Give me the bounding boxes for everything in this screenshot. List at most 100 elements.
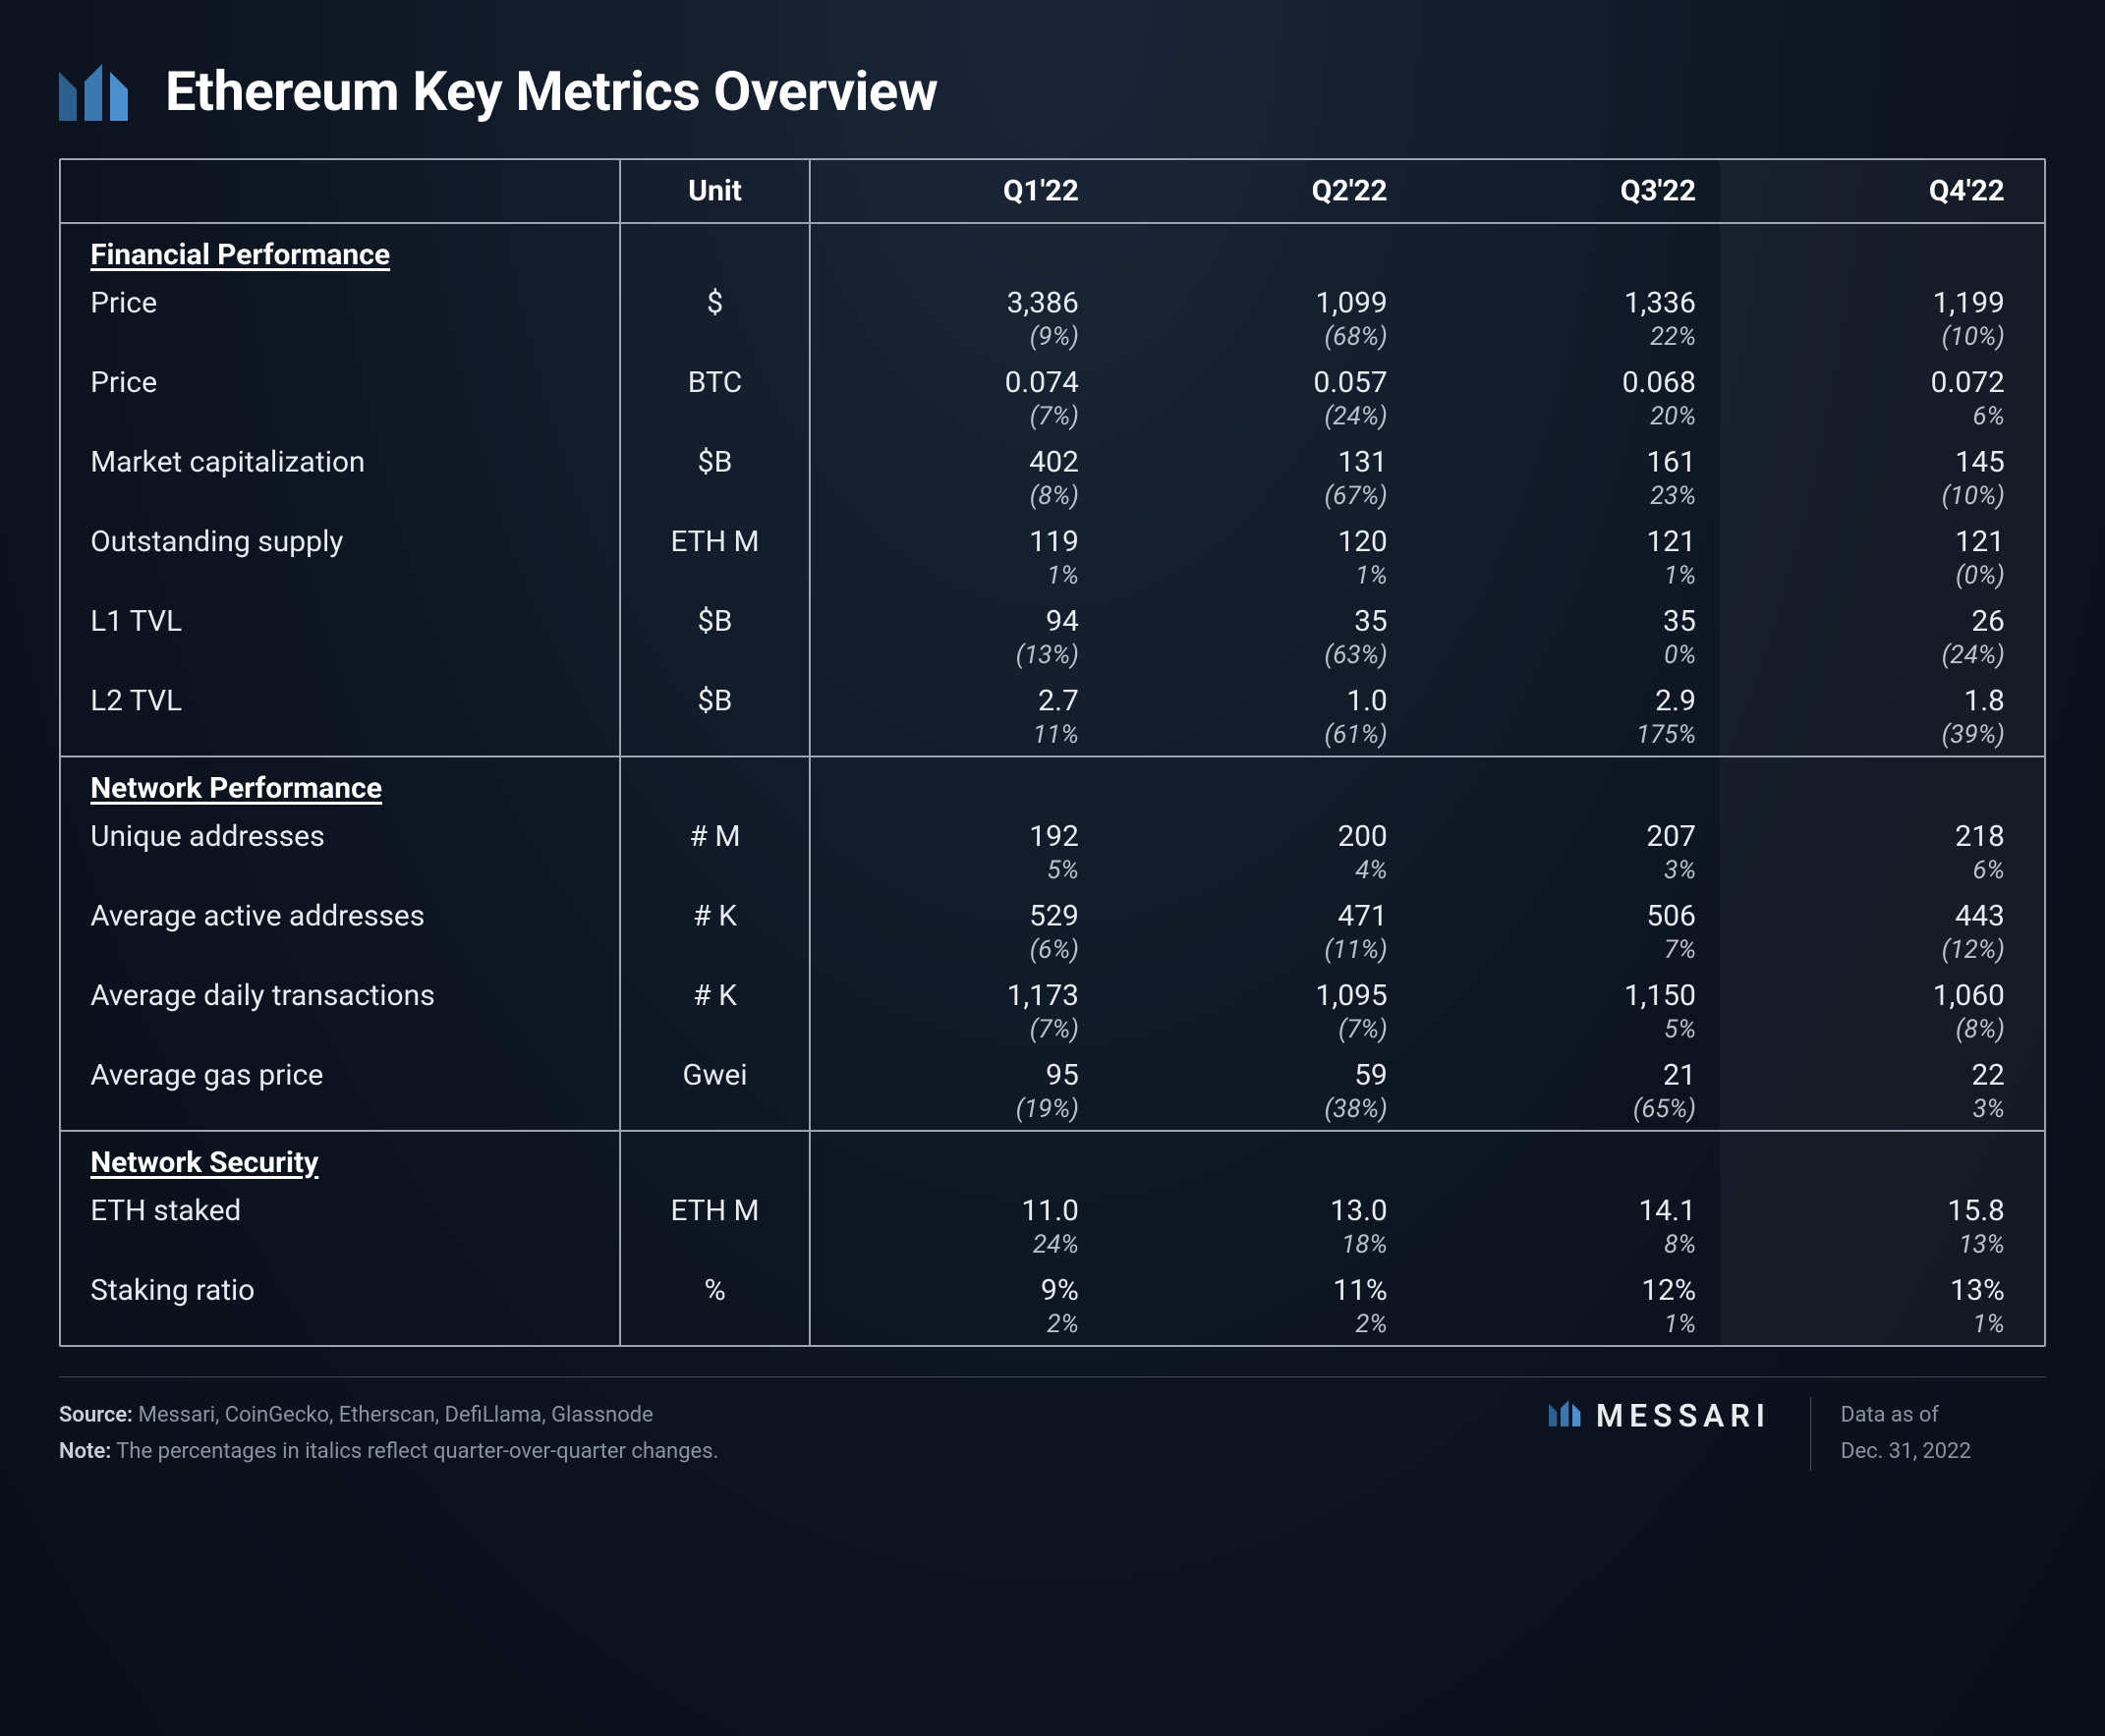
metric-change: 13% [1735, 1230, 2044, 1265]
source-text: Messari, CoinGecko, Etherscan, DefiLlama… [139, 1403, 654, 1428]
metric-change: 22% [1427, 322, 1735, 358]
metrics-table: Unit Q1'22 Q2'22 Q3'22 Q4'22 Financial P… [61, 160, 2044, 1345]
metric-unit: # K [620, 971, 809, 1015]
metric-change: 20% [1427, 402, 1735, 437]
metric-change: (8%) [1735, 1015, 2044, 1050]
metric-value: 1.8 [1735, 676, 2044, 720]
metric-value: 120 [1118, 517, 1427, 561]
metric-change-row: 11%(61%)175%(39%) [61, 720, 2044, 756]
metric-change-row: (6%)(11%)7%(12%) [61, 935, 2044, 971]
metric-value: 506 [1427, 891, 1735, 935]
metric-value: 119 [810, 517, 1118, 561]
metric-value: 192 [810, 812, 1118, 856]
metric-value: 13% [1735, 1265, 2044, 1310]
col-q2: Q2'22 [1118, 160, 1427, 223]
metric-value: 207 [1427, 812, 1735, 856]
metric-unit: $B [620, 676, 809, 720]
metric-label: Market capitalization [61, 437, 620, 481]
metric-label: ETH staked [61, 1186, 620, 1230]
section-name: Network Security [61, 1132, 620, 1186]
metric-row: L2 TVL$B2.71.02.91.8 [61, 676, 2044, 720]
empty-cell [620, 757, 809, 812]
metric-label: Price [61, 358, 620, 402]
metric-change-row: (7%)(24%)20%6% [61, 402, 2044, 437]
section-header-row: Financial Performance [61, 224, 2044, 278]
metric-change: 6% [1735, 856, 2044, 891]
metric-unit: $B [620, 437, 809, 481]
metric-value: 1,095 [1118, 971, 1427, 1015]
metric-change: (6%) [810, 935, 1118, 971]
metric-change-row: (9%)(68%)22%(10%) [61, 322, 2044, 358]
metric-change-row: 2%2%1%1% [61, 1310, 2044, 1345]
metric-value: 121 [1427, 517, 1735, 561]
metric-value: 12% [1427, 1265, 1735, 1310]
metric-value: 1.0 [1118, 676, 1427, 720]
metric-change: 2% [810, 1310, 1118, 1345]
metric-change: (68%) [1118, 322, 1427, 358]
col-q3: Q3'22 [1427, 160, 1735, 223]
metric-change: (61%) [1118, 720, 1427, 756]
metric-change-row: 24%18%8%13% [61, 1230, 2044, 1265]
metric-change: (67%) [1118, 481, 1427, 517]
metric-change: 175% [1427, 720, 1735, 756]
metric-change: (63%) [1118, 641, 1427, 676]
metric-change: (10%) [1735, 322, 2044, 358]
metric-value: 3,386 [810, 278, 1118, 322]
metric-change: 3% [1735, 1094, 2044, 1131]
metric-change-row: 1%1%1%(0%) [61, 561, 2044, 596]
footer-asof: Data as of Dec. 31, 2022 [1810, 1397, 2046, 1471]
metric-change: 1% [1118, 561, 1427, 596]
metric-value: 443 [1735, 891, 2044, 935]
messari-logo-icon [59, 62, 136, 121]
note-text: The percentages in italics reflect quart… [116, 1439, 718, 1464]
metric-unit: % [620, 1265, 809, 1310]
metric-value: 131 [1118, 437, 1427, 481]
metric-change: (9%) [810, 322, 1118, 358]
metric-change: 1% [1427, 1310, 1735, 1345]
metric-value: 0.057 [1118, 358, 1427, 402]
metric-value: 2.7 [810, 676, 1118, 720]
metric-value: 2.9 [1427, 676, 1735, 720]
metric-value: 161 [1427, 437, 1735, 481]
metric-unit: ETH M [620, 517, 809, 561]
metric-value: 1,099 [1118, 278, 1427, 322]
metric-row: Price$3,3861,0991,3361,199 [61, 278, 2044, 322]
footer-brand: MESSARI [1509, 1397, 1810, 1434]
header: Ethereum Key Metrics Overview [59, 59, 2046, 124]
metric-change: (0%) [1735, 561, 2044, 596]
metric-row: Average active addresses# K529471506443 [61, 891, 2044, 935]
footer-notes: Source: Messari, CoinGecko, Etherscan, D… [59, 1397, 1509, 1471]
metric-value: 471 [1118, 891, 1427, 935]
metric-change: (39%) [1735, 720, 2044, 756]
metric-change-row: (19%)(38%)(65%)3% [61, 1094, 2044, 1131]
metric-change: 4% [1118, 856, 1427, 891]
metric-change: (65%) [1427, 1094, 1735, 1131]
metric-row: Market capitalization$B402131161145 [61, 437, 2044, 481]
metric-label: Price [61, 278, 620, 322]
metric-label: Unique addresses [61, 812, 620, 856]
metric-value: 1,199 [1735, 278, 2044, 322]
metric-value: 402 [810, 437, 1118, 481]
metric-change-row: (7%)(7%)5%(8%) [61, 1015, 2044, 1050]
metric-row: L1 TVL$B94353526 [61, 596, 2044, 641]
metric-change: (7%) [810, 1015, 1118, 1050]
metric-change: 8% [1427, 1230, 1735, 1265]
metric-unit: # K [620, 891, 809, 935]
metric-change: (10%) [1735, 481, 2044, 517]
metric-change-row: (8%)(67%)23%(10%) [61, 481, 2044, 517]
metric-change: 0% [1427, 641, 1735, 676]
metric-change: 2% [1118, 1310, 1427, 1345]
empty-cell [620, 224, 809, 278]
metric-change: (38%) [1118, 1094, 1427, 1131]
metric-label: Staking ratio [61, 1265, 620, 1310]
metric-value: 26 [1735, 596, 2044, 641]
metrics-table-container: Unit Q1'22 Q2'22 Q3'22 Q4'22 Financial P… [59, 158, 2046, 1347]
metric-row: Unique addresses# M192200207218 [61, 812, 2044, 856]
messari-logo-small-icon [1549, 1397, 1584, 1434]
metric-value: 145 [1735, 437, 2044, 481]
footer-brand-text: MESSARI [1596, 1397, 1771, 1434]
metric-change: (11%) [1118, 935, 1427, 971]
table-header-row: Unit Q1'22 Q2'22 Q3'22 Q4'22 [61, 160, 2044, 223]
metric-change: 1% [1735, 1310, 2044, 1345]
metric-change: (24%) [1118, 402, 1427, 437]
